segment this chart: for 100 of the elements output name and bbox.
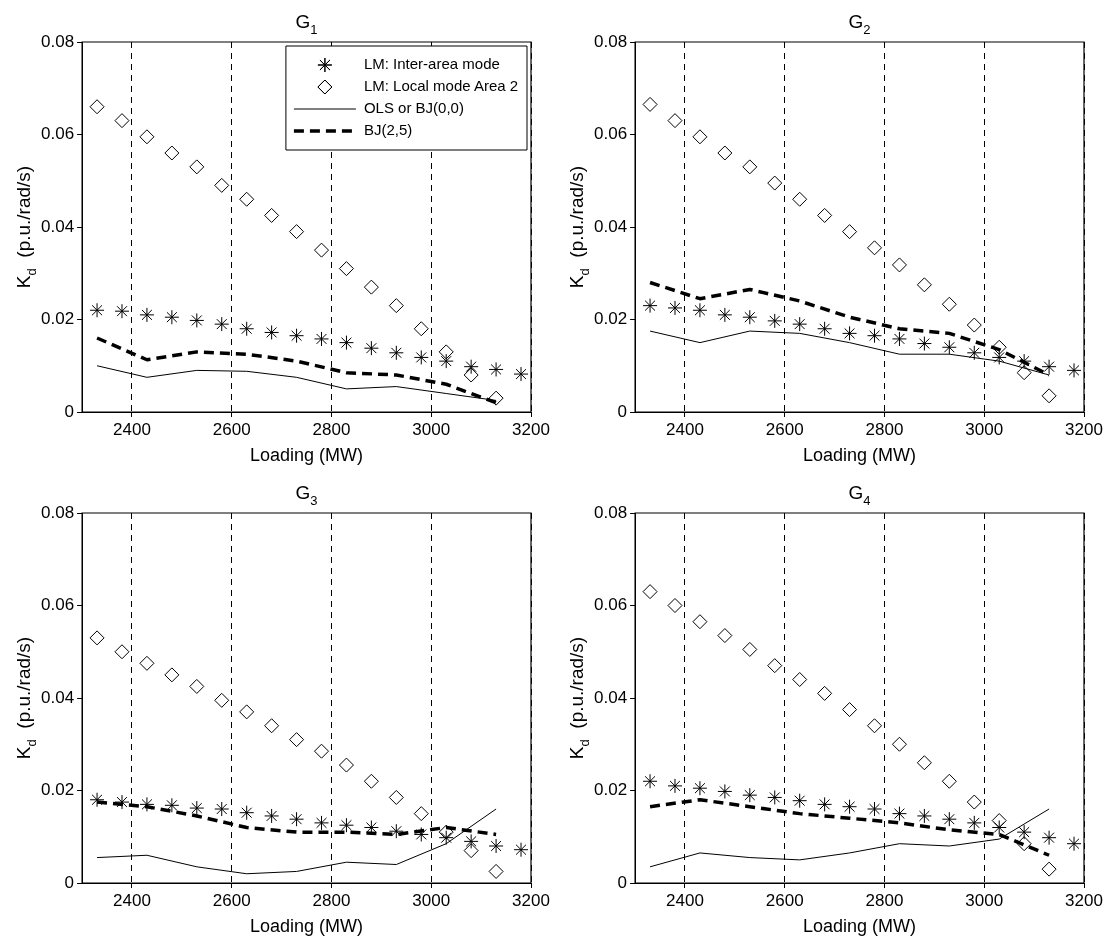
- point: [1016, 353, 1032, 369]
- legend-label: OLS or BJ(0,0): [363, 99, 464, 117]
- point: [941, 773, 957, 789]
- x-tick-label: 3200: [512, 890, 550, 910]
- point: [338, 757, 354, 773]
- y-tick-label: 0.02: [40, 309, 75, 329]
- x-axis-title: Loading (MW): [250, 916, 364, 937]
- point: [1041, 359, 1057, 375]
- point: [642, 96, 658, 112]
- point: [891, 257, 907, 273]
- point: [164, 797, 180, 813]
- y-tick-label: 0: [64, 401, 75, 421]
- point: [239, 321, 255, 337]
- point: [338, 335, 354, 351]
- x-tick-label: 2800: [312, 890, 351, 910]
- x-tick-label: 2400: [113, 419, 151, 439]
- point: [239, 805, 255, 821]
- point: [413, 349, 429, 365]
- point: [817, 207, 833, 223]
- point: [139, 655, 155, 671]
- point: [867, 801, 883, 817]
- x-tick-label: 2600: [212, 890, 251, 910]
- y-tick-label: 0.02: [593, 780, 628, 800]
- point: [692, 302, 708, 318]
- y-tick-label: 0.08: [40, 502, 75, 522]
- x-tick-label: 2400: [113, 890, 151, 910]
- point: [767, 658, 783, 674]
- point: [139, 796, 155, 812]
- point: [189, 678, 205, 694]
- y-tick-label: 0: [617, 872, 628, 892]
- point: [717, 307, 733, 323]
- point: [214, 692, 230, 708]
- point: [941, 296, 957, 312]
- y-tick-label: 0.06: [593, 595, 628, 615]
- point: [338, 261, 354, 277]
- point: [214, 801, 230, 817]
- point: [891, 736, 907, 752]
- point: [742, 641, 758, 657]
- point: [1066, 836, 1082, 852]
- point: [717, 628, 733, 644]
- point: [314, 743, 330, 759]
- legend-label: LM: Inter-area mode: [363, 55, 500, 73]
- point: [189, 800, 205, 816]
- point: [289, 328, 305, 344]
- point: [89, 792, 105, 808]
- point: [991, 820, 1007, 835]
- point: [842, 799, 858, 815]
- x-tick-label: 3200: [1065, 419, 1103, 439]
- point: [767, 313, 783, 329]
- point: [114, 113, 130, 129]
- y-tick-label: 0.08: [593, 502, 628, 522]
- y-tick-label: 0.06: [593, 124, 628, 144]
- point: [413, 806, 429, 822]
- point: [717, 145, 733, 161]
- point: [114, 644, 130, 660]
- point: [667, 598, 683, 613]
- point: [941, 811, 957, 827]
- point: [314, 331, 330, 347]
- point: [388, 345, 404, 361]
- point: [338, 817, 354, 833]
- point: [916, 808, 932, 824]
- y-tick-label: 0.04: [593, 687, 628, 707]
- point: [289, 224, 305, 240]
- point: [817, 796, 833, 812]
- point: [264, 324, 280, 340]
- point: [314, 242, 330, 258]
- point: [817, 321, 833, 337]
- point: [842, 224, 858, 240]
- x-tick-label: 2800: [865, 419, 904, 439]
- x-tick-label: 3200: [512, 419, 550, 439]
- point: [642, 584, 658, 600]
- point: [916, 755, 932, 771]
- point: [89, 302, 105, 318]
- x-tick-label: 2800: [865, 890, 904, 910]
- point: [1041, 388, 1057, 404]
- point: [966, 345, 982, 361]
- point: [692, 614, 708, 630]
- point: [742, 787, 758, 803]
- point: [867, 718, 883, 734]
- point: [867, 328, 883, 344]
- point: [1066, 362, 1082, 378]
- x-tick-label: 2600: [765, 419, 804, 439]
- point: [264, 718, 280, 734]
- y-tick-label: 0.08: [40, 31, 75, 51]
- y-axis-title: Kd (p.u./rad/s): [13, 165, 39, 289]
- point: [642, 298, 658, 314]
- point: [388, 823, 404, 839]
- point: [966, 317, 982, 333]
- point: [363, 340, 379, 356]
- x-tick-label: 3000: [965, 419, 1004, 439]
- point: [891, 806, 907, 822]
- point: [388, 298, 404, 314]
- x-tick-label: 3000: [965, 890, 1004, 910]
- x-tick-label: 2600: [765, 890, 804, 910]
- point: [792, 191, 808, 207]
- y-tick-label: 0.02: [593, 309, 628, 329]
- y-axis-title: Kd (p.u./rad/s): [566, 636, 592, 760]
- y-tick-label: 0: [617, 401, 628, 421]
- legend-label: BJ(2,5): [363, 121, 413, 139]
- point: [916, 336, 932, 352]
